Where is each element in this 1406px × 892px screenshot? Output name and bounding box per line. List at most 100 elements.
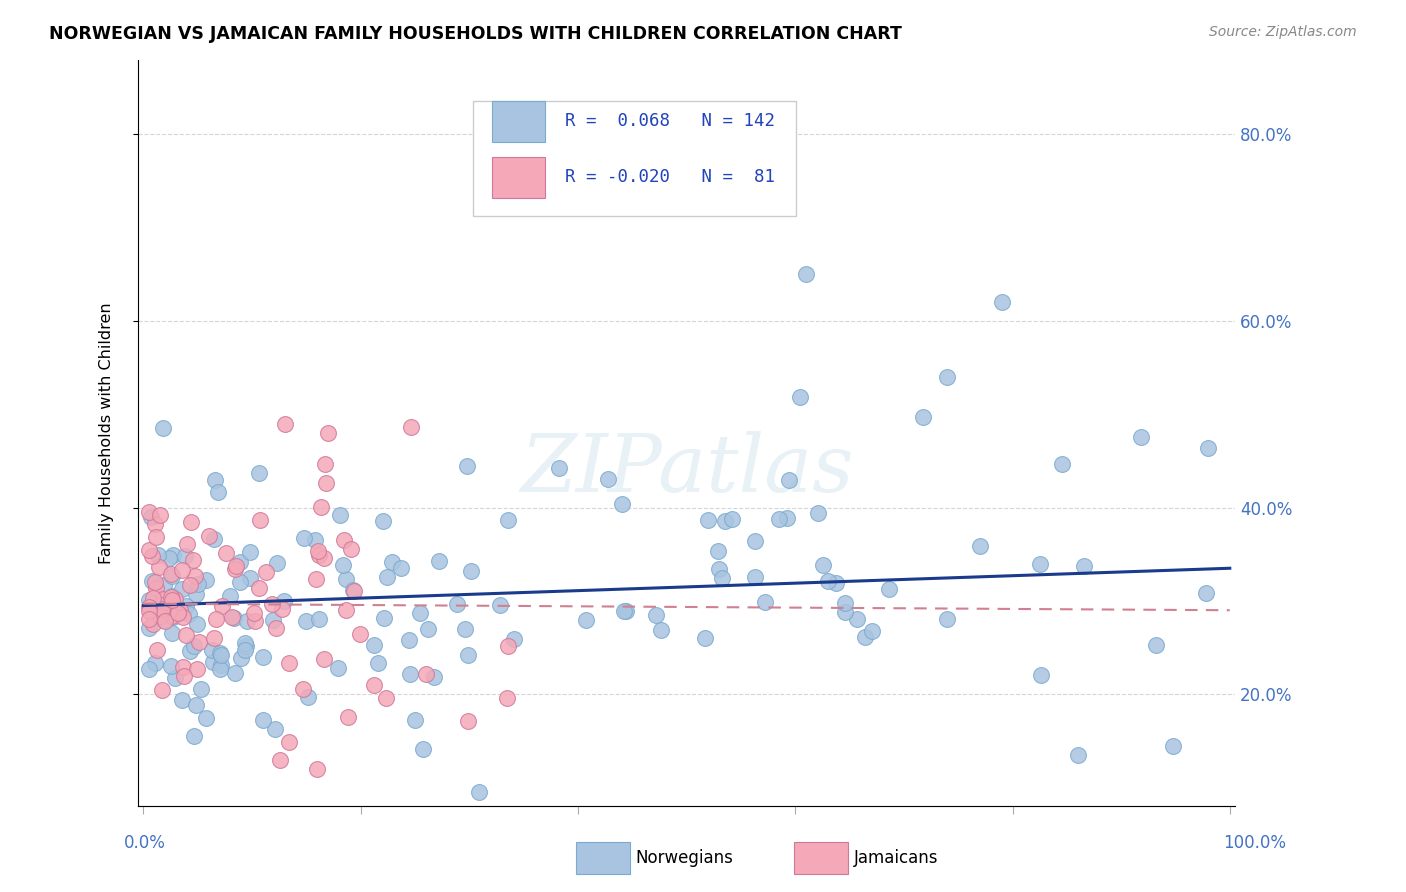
Point — [247, 581, 270, 595]
Point — [575, 613, 598, 627]
Text: Norwegians: Norwegians — [636, 849, 734, 867]
Point — [373, 610, 395, 624]
Point — [247, 466, 270, 480]
Point — [548, 461, 571, 475]
Y-axis label: Family Households with Children: Family Households with Children — [100, 302, 114, 564]
Point — [159, 591, 181, 605]
Point — [343, 584, 366, 599]
Point — [278, 735, 301, 749]
Point — [269, 753, 291, 767]
Point — [224, 666, 246, 681]
FancyBboxPatch shape — [472, 101, 796, 217]
Point — [292, 531, 315, 545]
Point — [266, 556, 288, 570]
Point — [143, 656, 166, 670]
Point — [316, 425, 339, 440]
Point — [142, 591, 165, 606]
Point — [204, 473, 226, 487]
Point — [177, 607, 200, 622]
Point — [138, 612, 160, 626]
Point — [427, 554, 450, 568]
Point — [138, 621, 160, 635]
Point — [138, 599, 160, 614]
Point — [422, 671, 444, 685]
Point — [149, 609, 172, 624]
Point — [184, 569, 207, 583]
Point — [165, 672, 187, 686]
Point — [162, 549, 184, 563]
Point — [381, 555, 404, 569]
Point — [187, 635, 209, 649]
Point — [794, 267, 817, 281]
Point — [720, 511, 742, 525]
Point — [190, 681, 212, 696]
Point — [415, 666, 437, 681]
Point — [252, 713, 274, 727]
Point — [153, 615, 176, 629]
Point — [160, 626, 183, 640]
Point — [233, 643, 256, 657]
Point — [172, 582, 194, 596]
Point — [243, 615, 266, 629]
Point — [138, 662, 160, 676]
Point — [252, 650, 274, 665]
Point — [335, 603, 357, 617]
Point — [160, 566, 183, 581]
Point — [367, 656, 389, 670]
Point — [162, 603, 184, 617]
Point — [503, 632, 526, 646]
Point — [710, 570, 733, 584]
Point — [457, 648, 479, 662]
Point — [488, 598, 510, 612]
Point — [807, 506, 830, 520]
Point — [186, 662, 208, 676]
Point — [1052, 457, 1074, 471]
Point — [778, 473, 800, 487]
Point — [389, 561, 412, 575]
Point — [834, 596, 856, 610]
Point — [754, 595, 776, 609]
Point — [596, 473, 619, 487]
Point — [613, 604, 636, 618]
Point — [811, 558, 834, 573]
Point — [713, 514, 735, 528]
Point — [295, 614, 318, 628]
Point — [195, 711, 218, 725]
Point — [292, 682, 315, 697]
Point — [159, 658, 181, 673]
Point — [224, 611, 246, 625]
Point — [824, 575, 846, 590]
Point — [697, 513, 720, 527]
Point — [141, 574, 163, 589]
Point — [846, 612, 869, 626]
Point — [152, 613, 174, 627]
Point — [149, 598, 172, 612]
Point — [342, 582, 364, 597]
Point — [138, 593, 160, 607]
Point — [172, 609, 194, 624]
Point — [225, 559, 247, 574]
Point — [138, 505, 160, 519]
Point — [155, 602, 177, 616]
Point — [166, 606, 188, 620]
Point — [693, 631, 716, 645]
Point — [152, 578, 174, 592]
Point — [183, 730, 205, 744]
Point — [138, 542, 160, 557]
Point — [148, 549, 170, 563]
Point — [297, 690, 319, 704]
Point — [312, 651, 335, 665]
Point — [173, 549, 195, 563]
Point — [202, 631, 225, 645]
Point — [853, 630, 876, 644]
Point — [610, 497, 633, 511]
Point — [335, 572, 357, 586]
Point — [179, 515, 201, 529]
Point — [496, 513, 519, 527]
Point — [179, 578, 201, 592]
Point — [152, 421, 174, 435]
Point — [789, 390, 811, 404]
Point — [744, 534, 766, 549]
Point — [145, 531, 167, 545]
Point — [336, 710, 359, 724]
